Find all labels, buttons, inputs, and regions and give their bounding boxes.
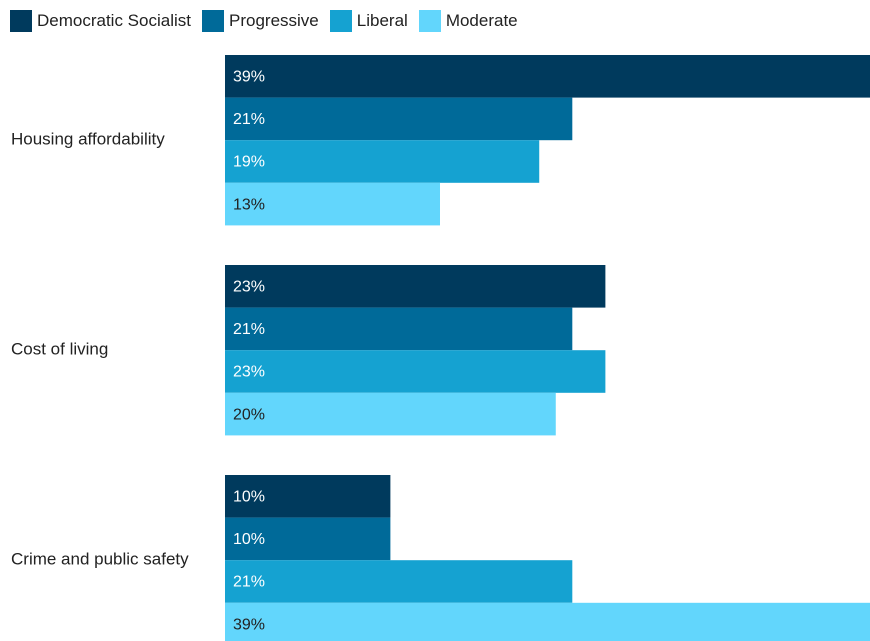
- bar-liberal-crime-and-public-safety: [225, 560, 573, 603]
- value-label-progressive-crime-and-public-safety: 10%: [233, 531, 265, 548]
- bar-moderate-crime-and-public-safety: [225, 602, 870, 641]
- legend-swatch-democratic-socialist: [10, 10, 32, 32]
- bar-democratic-socialist-crime-and-public-safety: [225, 475, 391, 518]
- category-labels: Housing affordability Cost of living Crime…: [11, 130, 189, 569]
- category-label-crime-and-public-safety: Crime and public safety: [11, 550, 189, 569]
- bar-progressive-housing-affordability: [225, 97, 573, 141]
- value-label-democratic-socialist-cost-of-living: 23%: [233, 279, 265, 296]
- value-label-democratic-socialist-housing-affordability: 39%: [233, 69, 265, 86]
- legend-item-democratic-socialist: Democratic Socialist: [10, 10, 191, 32]
- bar-progressive-crime-and-public-safety: [225, 517, 391, 561]
- value-label-liberal-cost-of-living: 23%: [233, 364, 265, 381]
- category-label-cost-of-living: Cost of living: [11, 340, 108, 359]
- legend-swatch-moderate: [418, 10, 441, 32]
- bar-democratic-socialist-housing-affordability: [225, 55, 870, 98]
- bar-democratic-socialist-cost-of-living: [225, 265, 606, 308]
- value-label-liberal-crime-and-public-safety: 21%: [233, 574, 265, 591]
- legend-item-moderate: Moderate: [418, 10, 518, 32]
- legend-swatch-progressive: [202, 10, 224, 32]
- bar-moderate-housing-affordability: [225, 182, 440, 226]
- legend-item-liberal: Liberal: [329, 10, 408, 32]
- legend-label-democratic-socialist: Democratic Socialist: [37, 11, 191, 30]
- bar-progressive-cost-of-living: [225, 307, 573, 351]
- value-label-moderate-housing-affordability: 13%: [233, 196, 265, 213]
- bar-liberal-cost-of-living: [225, 350, 606, 393]
- value-label-moderate-cost-of-living: 20%: [233, 406, 265, 423]
- value-label-progressive-housing-affordability: 21%: [233, 111, 265, 128]
- legend-swatch-liberal: [329, 10, 352, 32]
- category-label-housing-affordability: Housing affordability: [11, 130, 165, 149]
- legend-label-liberal: Liberal: [356, 11, 408, 30]
- bars: [225, 55, 870, 641]
- bar-liberal-housing-affordability: [225, 140, 540, 183]
- chart-legend: Democratic Socialist Progressive Liberal…: [10, 9, 518, 33]
- value-label-moderate-crime-and-public-safety: 39%: [233, 616, 265, 633]
- value-label-democratic-socialist-crime-and-public-safety: 10%: [233, 489, 265, 506]
- value-labels: 39% 21% 19% 13% 23% 21% 23% 20% 10% 10% 21% 39%: [233, 69, 265, 634]
- legend-label-progressive: Progressive: [229, 11, 319, 30]
- value-label-liberal-housing-affordability: 19%: [233, 154, 265, 171]
- legend-label-moderate: Moderate: [445, 11, 518, 30]
- bar-moderate-cost-of-living: [225, 392, 556, 436]
- value-label-progressive-cost-of-living: 21%: [233, 321, 265, 338]
- legend-item-progressive: Progressive: [202, 10, 319, 32]
